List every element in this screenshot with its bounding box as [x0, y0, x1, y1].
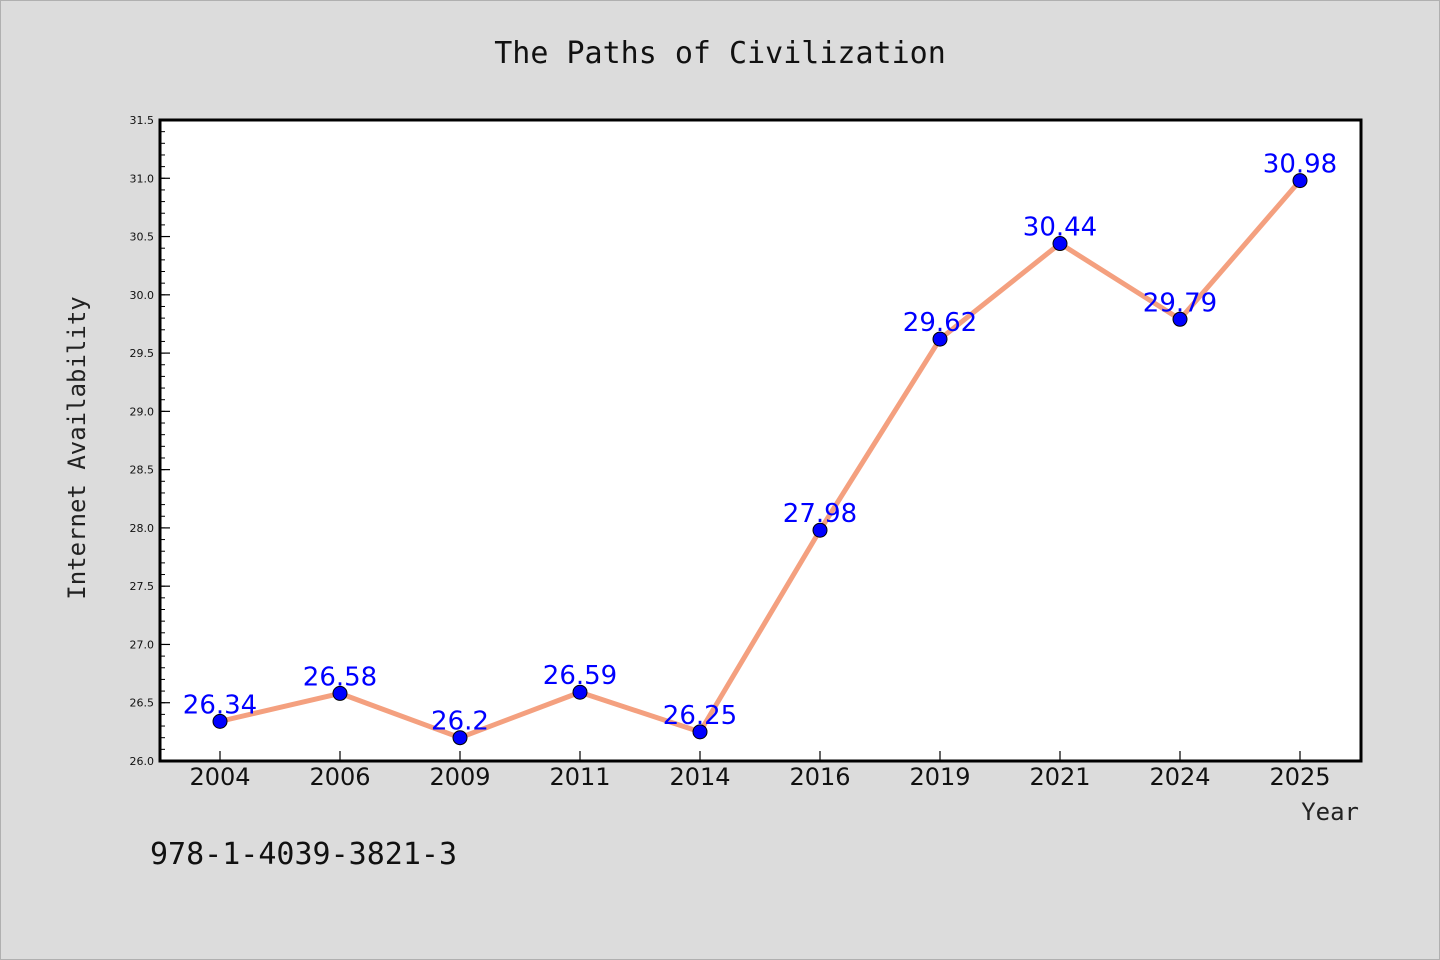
x-tick-label: 2011 [549, 763, 610, 791]
series-layer [212, 173, 1308, 746]
data-label: 29.62 [903, 308, 977, 338]
y-tick-label: 28.0 [130, 522, 155, 535]
y-tick-label: 31.0 [130, 172, 155, 185]
x-tick-label: 2004 [189, 763, 250, 791]
x-tick-label: 2009 [429, 763, 490, 791]
data-label: 30.44 [1023, 213, 1097, 243]
y-axis-title: Internet Availability [63, 296, 91, 599]
series-line [217, 178, 1303, 741]
y-tick-label: 26.5 [130, 697, 155, 710]
plot-area [158, 118, 1363, 763]
x-tick-label: 2024 [1149, 763, 1210, 791]
data-label: 29.79 [1143, 288, 1217, 318]
y-tick-label: 28.5 [130, 464, 155, 477]
y-tick-label: 30.5 [130, 231, 155, 244]
y-axis: 26.0 26.5 27.0 27.5 28.0 28.5 29.0 29.5 30.0 30.5… [130, 114, 170, 768]
y-tick-label: 29.0 [130, 405, 155, 418]
data-label: 30.98 [1263, 150, 1337, 180]
x-tick-label: 2019 [909, 763, 970, 791]
x-tick-label: 2014 [669, 763, 730, 791]
data-labels: 26.34 26.58 26.2 26.59 26.25 27.98 29.62 30.44 2… [183, 150, 1337, 737]
x-tick-label: 2025 [1269, 763, 1330, 791]
data-label: 26.2 [431, 707, 489, 737]
data-point [692, 724, 708, 740]
data-point [212, 713, 228, 729]
data-point [932, 331, 948, 347]
data-point [812, 522, 828, 538]
y-tick-label: 29.5 [130, 347, 155, 360]
x-tick-label: 2016 [789, 763, 850, 791]
isbn-footer: 978-1-4039-3821-3 [150, 837, 457, 872]
x-axis-title: Year [1301, 798, 1359, 826]
data-point [1052, 236, 1068, 252]
data-label: 26.58 [303, 662, 377, 692]
y-tick-label: 26.0 [130, 755, 155, 768]
chart-title: The Paths of Civilization [494, 36, 946, 71]
data-label: 26.59 [543, 661, 617, 691]
data-point [332, 685, 348, 701]
data-label: 27.98 [783, 499, 857, 529]
x-tick-label: 2021 [1029, 763, 1090, 791]
data-point [572, 684, 588, 700]
data-label: 26.34 [183, 690, 257, 720]
y-tick-label: 27.0 [130, 638, 155, 651]
data-point [1172, 311, 1188, 327]
data-label: 26.25 [663, 701, 737, 731]
x-tick-label: 2006 [309, 763, 370, 791]
data-point [1292, 173, 1308, 189]
y-tick-label: 27.5 [130, 580, 155, 593]
y-tick-label: 31.5 [130, 114, 155, 127]
y-tick-label: 30.0 [130, 289, 155, 302]
x-axis: 2004 2006 2009 2011 2014 2016 2019 2021 2024 2025 [189, 751, 1331, 791]
data-point [452, 730, 468, 746]
